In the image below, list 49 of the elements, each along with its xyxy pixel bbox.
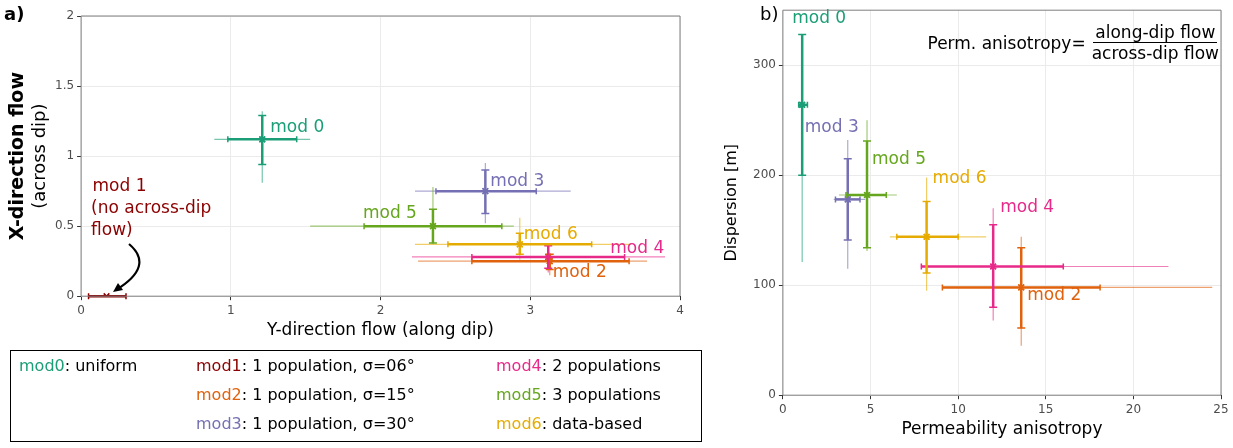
series-label: mod 6 — [523, 222, 578, 243]
y-tick-label: 2 — [66, 8, 75, 23]
text: mod 0 — [792, 7, 847, 28]
text: mod 1 — [92, 174, 147, 195]
text: mod4: 2 populations — [496, 356, 661, 375]
annotation: along-dip flow — [1093, 22, 1218, 44]
series-label: mod 3 — [490, 169, 545, 190]
x-tick-label: 1 — [226, 302, 235, 317]
text: mod 4 — [1000, 195, 1055, 216]
text: mod3: 1 population, σ=30° — [196, 414, 415, 433]
text: mod 3 — [804, 115, 859, 136]
chart-title: b) — [760, 2, 779, 24]
x-axis-title: Y-direction flow (along dip) — [266, 319, 494, 340]
x-tick-label: 3 — [526, 302, 535, 317]
text: mod6: data-based — [496, 414, 643, 433]
series-label: mod 0 — [270, 115, 325, 136]
annotation: (no across-dip flow) — [91, 196, 212, 239]
annotation: across-dip flow — [1091, 43, 1219, 64]
y-tick-label: 1.5 — [54, 78, 75, 93]
text: mod 6 — [932, 167, 987, 188]
y-tick-label: 1 — [66, 148, 75, 163]
y-tick-label: 300 — [753, 57, 776, 72]
y-tick-label: 200 — [753, 167, 776, 182]
y-tick-label: 100 — [753, 277, 776, 292]
x-tick-label: 0 — [779, 401, 787, 416]
annotation: Perm. anisotropy= — [927, 32, 1086, 53]
chart-title: a) — [4, 2, 25, 24]
y-tick-label: 0.5 — [54, 218, 75, 233]
text: mod5: 3 populations — [496, 385, 661, 404]
series-label: mod 2 — [552, 260, 607, 281]
text: mod 4 — [610, 237, 665, 258]
y-tick-label: 0 — [768, 387, 776, 402]
text: mod1: 1 population, σ=06° — [196, 356, 415, 375]
text: mod0: uniform — [19, 356, 138, 375]
x-tick-label: 25 — [1213, 401, 1229, 416]
text: mod2: 1 population, σ=15° — [196, 385, 415, 404]
x-tick-label: 15 — [1038, 401, 1054, 416]
y-tick-label: 0 — [66, 288, 75, 303]
x-axis-title: Permeability anisotropy — [901, 418, 1103, 439]
x-tick-label: 4 — [676, 302, 684, 317]
x-tick-label: 5 — [866, 401, 875, 416]
x-tick-label: 10 — [950, 401, 966, 416]
series-label: mod 5 — [872, 148, 926, 169]
x-tick-label: 20 — [1125, 401, 1142, 416]
x-tick-label: 2 — [376, 302, 385, 317]
x-tick-label: 0 — [77, 302, 85, 317]
y-axis-title: X-direction flow (across dip) — [4, 72, 49, 241]
y-axis-title: Dispersion [m] — [721, 143, 741, 262]
series-label: mod 5 — [362, 201, 417, 222]
